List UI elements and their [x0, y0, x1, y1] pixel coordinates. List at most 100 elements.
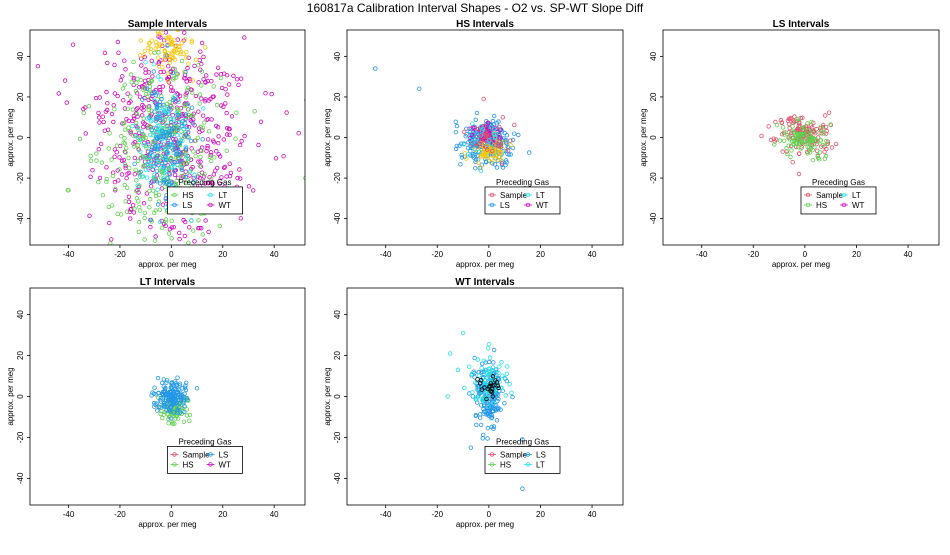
scatter-point [35, 63, 41, 69]
scatter-point [805, 144, 810, 150]
scatter-point [790, 124, 795, 129]
scatter-point [143, 167, 148, 172]
legend-label: HS [183, 460, 194, 469]
scatter-point [164, 180, 170, 185]
scatter-point [141, 133, 147, 139]
scatter-point [158, 133, 164, 139]
scatter-point [152, 109, 157, 114]
scatter-point [502, 130, 507, 136]
panel-2: LS Intervals -40 -20 0 20 40 -40 -20 0 20 40 approx… [639, 19, 940, 269]
scatter-point [149, 58, 154, 63]
scatter-point [187, 169, 192, 175]
scatter-point [157, 84, 162, 90]
scatter-point [131, 144, 137, 149]
scatter-point [105, 127, 111, 132]
scatter-point [135, 105, 140, 111]
scatter-point [170, 112, 175, 118]
scatter-point [167, 226, 173, 232]
scatter-point [198, 154, 203, 160]
scatter-point [159, 128, 165, 133]
scatter-point [158, 77, 163, 82]
scatter-point [135, 114, 140, 119]
scatter-point [233, 136, 238, 141]
scatter-point [197, 163, 202, 168]
scatter-point [256, 142, 261, 148]
scatter-point [246, 184, 252, 189]
scatter-point [498, 407, 503, 412]
scatter-point [486, 346, 491, 351]
scatter-point [490, 118, 496, 124]
scatter-point [790, 159, 795, 165]
scatter-point [206, 129, 212, 134]
scatter-point [101, 119, 106, 125]
scatter-point [504, 371, 509, 376]
scatter-point [88, 153, 93, 159]
scatter-point [221, 104, 226, 109]
scatter-point [130, 202, 136, 208]
scatter-point [81, 110, 86, 116]
scatter-point [474, 131, 479, 136]
scatter-point [155, 202, 161, 207]
scatter-point [459, 152, 464, 158]
scatter-point [473, 380, 478, 385]
scatter-point [828, 122, 833, 127]
scatter-point [116, 178, 121, 183]
scatter-point [157, 117, 163, 122]
scatter-point [457, 143, 462, 148]
x-axis-label: approx. per meg [138, 520, 196, 529]
scatter-point [483, 144, 489, 150]
scatter-point [99, 160, 105, 165]
scatter-point [485, 156, 490, 161]
scatter-point [166, 416, 171, 422]
scatter-point [161, 102, 167, 107]
scatter-point [166, 111, 171, 116]
scatter-point [200, 232, 205, 237]
scatter-point [70, 42, 76, 47]
scatter-point [155, 128, 160, 134]
scatter-point [194, 246, 198, 250]
scatter-point [181, 399, 186, 404]
scatter-point [209, 78, 214, 84]
scatter-point [190, 180, 196, 185]
scatter-point [493, 408, 498, 413]
scatter-point [146, 97, 151, 102]
scatter-point [803, 141, 808, 146]
scatter-point [476, 160, 481, 165]
legend-label: LT [852, 191, 861, 200]
scatter-point [238, 216, 243, 221]
scatter-point [198, 164, 203, 169]
x-tick-label: -20 [114, 510, 126, 519]
scatter-point [477, 381, 483, 386]
panel-4: WT Intervals -40 -20 0 20 40 -40 -20 0 20 40 approx… [323, 277, 624, 529]
scatter-point [205, 116, 211, 122]
scatter-point [56, 91, 61, 96]
scatter-point [470, 121, 475, 126]
scatter-point [159, 225, 165, 230]
scatter-point [154, 172, 160, 178]
scatter-point [165, 63, 171, 69]
scatter-point [183, 174, 188, 180]
scatter-point [223, 101, 228, 106]
scatter-point [146, 115, 152, 120]
scatter-point [494, 142, 499, 148]
scatter-point [772, 142, 777, 147]
scatter-point [472, 375, 477, 380]
scatter-point [97, 120, 102, 125]
scatter-point [481, 96, 486, 102]
scatter-point [175, 50, 180, 56]
scatter-point [824, 138, 829, 144]
scatter-point [823, 113, 828, 118]
x-tick-label: -20 [747, 250, 759, 259]
legend-label: LT [536, 191, 545, 200]
scatter-point [169, 132, 174, 137]
scatter-point [164, 380, 169, 385]
scatter-point [227, 161, 232, 166]
scatter-point [820, 142, 825, 148]
scatter-point [777, 138, 783, 143]
scatter-point [176, 0, 180, 3]
scatter-point [157, 123, 162, 128]
scatter-point [119, 172, 125, 177]
scatter-point [185, 85, 191, 90]
scatter-point [180, 386, 185, 391]
scatter-point [211, 172, 217, 177]
